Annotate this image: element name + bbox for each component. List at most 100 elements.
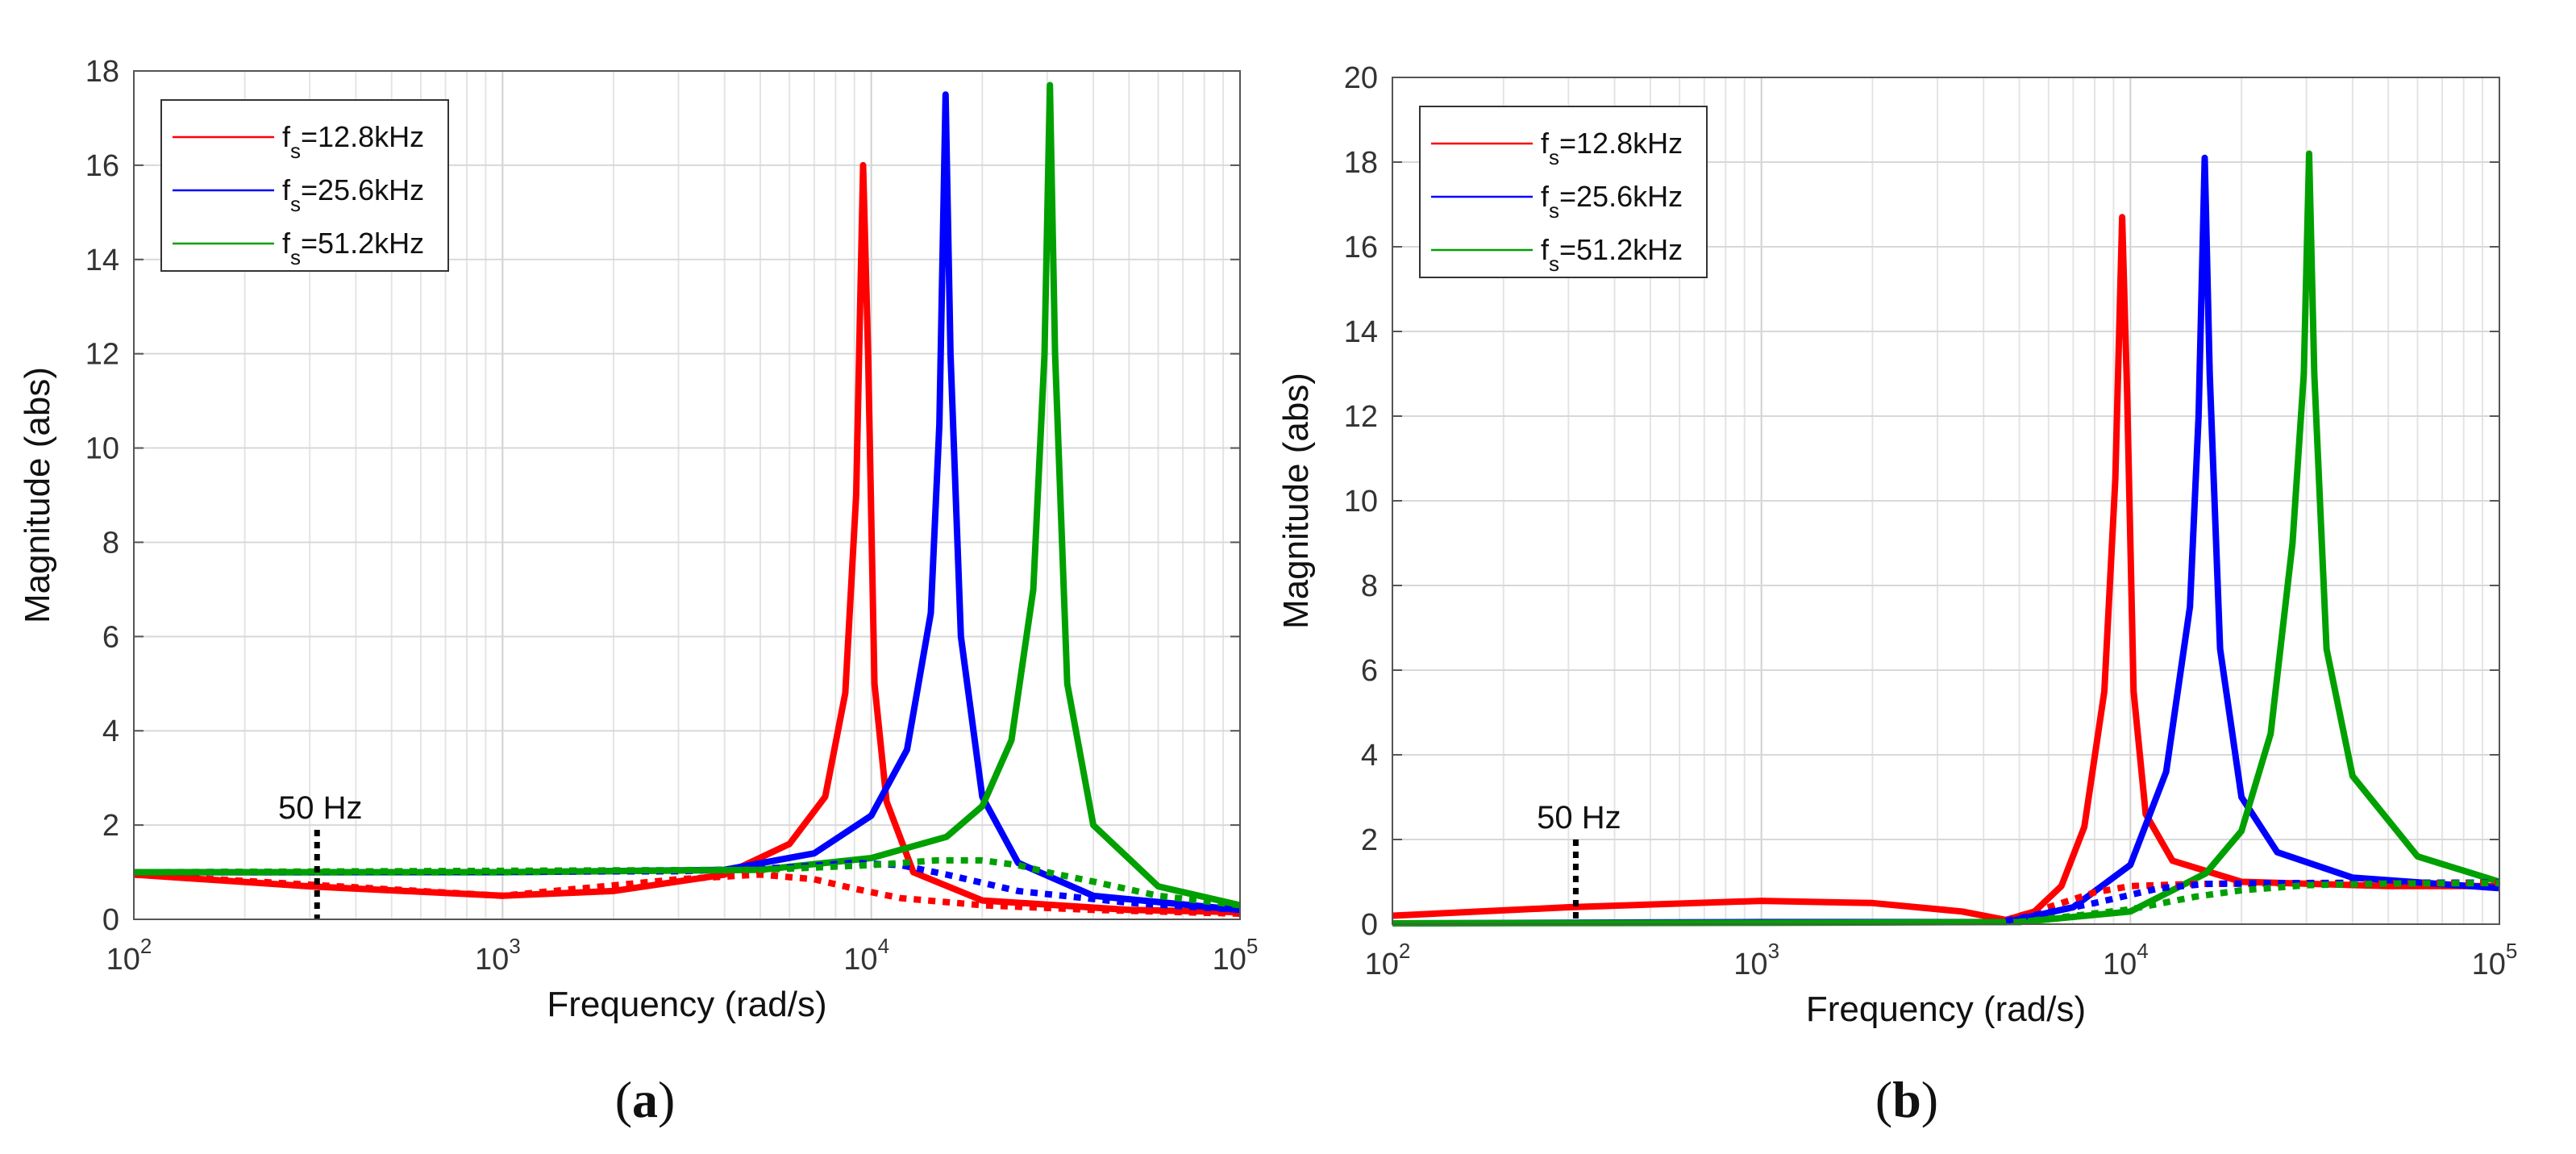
y-tick-label: 0 — [102, 903, 119, 937]
x-tick-exponent: 4 — [2137, 939, 2148, 963]
y-tick-label: 6 — [102, 620, 119, 654]
legend-prefix: f — [282, 120, 291, 153]
legend-subscript: s — [290, 245, 301, 269]
legend-subscript: s — [1549, 145, 1559, 169]
y-tick-label: 4 — [102, 714, 119, 748]
series-group — [1392, 150, 2501, 927]
y-tick-label: 2 — [102, 809, 119, 843]
legend-prefix: f — [1541, 233, 1550, 266]
x-tick-exponent: 2 — [1399, 939, 1410, 963]
y-tick-label: 14 — [85, 244, 119, 277]
y-axis-label: Magnitude (abs) — [18, 367, 57, 623]
series-line-solid-0 — [133, 161, 1241, 916]
legend-box — [1419, 106, 1708, 278]
series-line-solid-1 — [134, 91, 1241, 914]
y-tick-label: 20 — [1344, 61, 1378, 95]
series-line-dotted-5 — [2019, 880, 2500, 926]
legend-rest: =51.2kHz — [301, 227, 424, 260]
caption-open: ( — [1875, 1071, 1892, 1128]
y-tick-label: 10 — [85, 432, 119, 466]
series-line-dotted-4 — [2005, 879, 2499, 924]
y-axis-label: Magnitude (abs) — [1276, 373, 1316, 629]
x-tick-exponent: 5 — [1246, 934, 1258, 958]
x-axis-label: Frequency (rad/s) — [1806, 989, 2086, 1029]
y-tick-label: 18 — [85, 55, 119, 89]
marker-50hz-label: 50 Hz — [1537, 800, 1621, 835]
legend-rest: =51.2kHz — [1559, 233, 1683, 266]
legend-subscript: s — [290, 139, 301, 163]
legend-entry-2: fs=51.2kHz — [282, 227, 424, 269]
series-line-solid-0 — [1392, 214, 2499, 923]
y-tick-label: 4 — [1361, 739, 1378, 773]
x-tick-base: 10 — [475, 943, 509, 977]
legend-subscript: s — [290, 192, 301, 216]
legend-subscript: s — [1549, 252, 1559, 276]
panel-caption: (b) — [1875, 1071, 1938, 1128]
series-line-solid-2 — [1392, 150, 2501, 927]
legend-prefix: f — [282, 227, 291, 260]
legend-entry-2: fs=51.2kHz — [1541, 233, 1683, 276]
legend-rest: =12.8kHz — [1559, 127, 1683, 160]
x-tick-base: 10 — [106, 943, 140, 977]
x-tick-label: 104 — [2103, 939, 2149, 981]
x-tick-base: 10 — [2103, 948, 2137, 981]
caption-open: ( — [615, 1071, 632, 1128]
series-line-solid-2 — [134, 81, 1241, 909]
marker-50hz-label: 50 Hz — [278, 790, 363, 826]
legend-rest: =25.6kHz — [1559, 180, 1683, 213]
legend-entry-0: fs=12.8kHz — [282, 120, 424, 163]
x-tick-label: 103 — [1733, 939, 1779, 981]
x-tick-base: 10 — [2472, 948, 2506, 981]
series-line-solid-1 — [1392, 154, 2500, 927]
y-tick-label: 6 — [1361, 654, 1378, 688]
caption-close: ) — [1921, 1071, 1938, 1128]
y-tick-label: 18 — [1344, 146, 1378, 180]
x-tick-label: 102 — [1365, 939, 1411, 981]
y-tick-label: 8 — [1361, 569, 1378, 603]
caption-letter: a — [632, 1071, 658, 1128]
y-tick-label: 16 — [85, 149, 119, 183]
x-tick-exponent: 3 — [1768, 939, 1779, 963]
legend-prefix: f — [1541, 127, 1550, 160]
legend-subscript: s — [1549, 198, 1559, 223]
y-tick-label: 16 — [1344, 231, 1378, 265]
x-axis-label: Frequency (rad/s) — [547, 985, 826, 1024]
y-tick-label: 10 — [1344, 485, 1378, 519]
x-tick-exponent: 3 — [509, 934, 520, 958]
x-tick-label: 105 — [1213, 934, 1259, 977]
x-tick-label: 105 — [2472, 939, 2518, 981]
legend-entry-1: fs=25.6kHz — [282, 173, 424, 216]
legend-entry-1: fs=25.6kHz — [1541, 180, 1683, 223]
x-tick-base: 10 — [1213, 943, 1246, 977]
y-tick-label: 12 — [85, 338, 119, 372]
x-tick-exponent: 2 — [140, 934, 152, 958]
x-tick-base: 10 — [1733, 948, 1767, 981]
y-tick-label: 0 — [1361, 908, 1378, 942]
x-tick-base: 10 — [843, 943, 877, 977]
caption-letter: b — [1892, 1071, 1921, 1128]
series-line-dotted-3 — [2004, 879, 2500, 923]
series-group — [133, 81, 1241, 917]
caption-close: ) — [658, 1071, 675, 1128]
y-tick-label: 12 — [1344, 400, 1378, 434]
legend-box — [160, 99, 449, 272]
x-tick-label: 103 — [475, 934, 521, 977]
x-tick-base: 10 — [1365, 948, 1399, 981]
x-tick-exponent: 5 — [2506, 939, 2517, 963]
x-tick-label: 104 — [843, 934, 889, 977]
legend-prefix: f — [282, 173, 291, 206]
legend-rest: =12.8kHz — [301, 120, 424, 153]
axes-box — [133, 70, 1241, 920]
x-tick-label: 102 — [106, 934, 152, 977]
panel-caption: (a) — [615, 1071, 676, 1128]
x-tick-exponent: 4 — [878, 934, 889, 958]
series-line-dotted-3 — [133, 871, 1241, 917]
legend-entry-0: fs=12.8kHz — [1541, 127, 1683, 169]
legend-rest: =25.6kHz — [301, 173, 424, 206]
legend-prefix: f — [1541, 180, 1550, 213]
